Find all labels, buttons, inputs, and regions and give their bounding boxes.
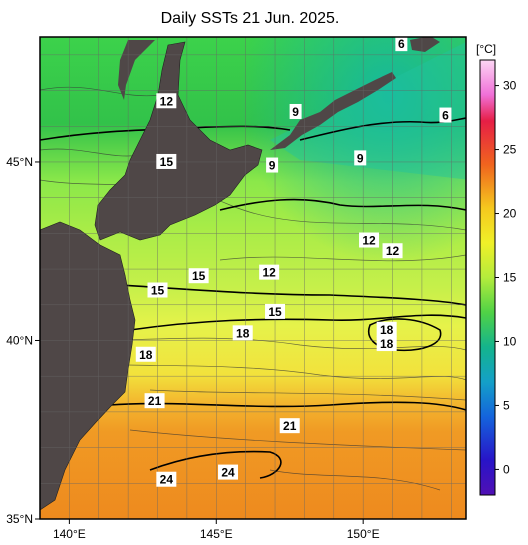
- contour-label: 12: [262, 266, 276, 280]
- kuril-cold-band: [270, 42, 466, 180]
- contour-label-box: [266, 157, 279, 173]
- contour-label-box: [232, 325, 253, 341]
- contour-label-box: [395, 36, 408, 52]
- contour-label-box: [188, 268, 209, 284]
- colorbar-tick-label: 0: [503, 462, 510, 476]
- contour-label: 9: [269, 159, 276, 173]
- bold-contours: [40, 117, 466, 479]
- contour-label: 6: [398, 37, 405, 51]
- contour-label: 12: [160, 94, 174, 108]
- contour-label-box: [376, 321, 397, 337]
- map-frame: [39, 36, 467, 520]
- lon-tick-label: 150°E: [347, 527, 380, 541]
- contour-label-box: [144, 393, 165, 409]
- map-title: Daily SSTs 21 Jun. 2025.: [160, 10, 340, 27]
- contour-label-box: [259, 264, 280, 280]
- contour-label: 12: [362, 234, 376, 248]
- contour-label: 12: [386, 244, 400, 258]
- contour-label: 24: [221, 466, 235, 480]
- contour-label: 18: [380, 323, 394, 337]
- colorbar: [°C] 30 25 20 15 10 5 0: [476, 42, 517, 496]
- contour-label-box: [156, 153, 177, 169]
- contour-label: 18: [139, 348, 153, 362]
- contour-label-box: [265, 303, 286, 319]
- colorbar-ticks: 30 25 20 15 10 5 0: [495, 79, 517, 476]
- colorbar-tick-label: 30: [503, 79, 517, 93]
- contour-label-box: [376, 336, 397, 352]
- hokkaido-land: [94, 41, 263, 241]
- contour-label: 21: [148, 394, 162, 408]
- axis-ticks: 140°E 145°E 150°E 45°N 40°N 35°N: [6, 155, 379, 541]
- contour-label: 6: [442, 109, 449, 123]
- contour-label-box: [218, 464, 239, 480]
- contour-label: 21: [283, 419, 297, 433]
- lat-tick-label: 45°N: [6, 155, 33, 169]
- contour-label-box: [135, 346, 156, 362]
- contour-label-box: [359, 232, 380, 248]
- colorbar-tick-label: 20: [503, 207, 517, 221]
- contour-label: 15: [160, 155, 174, 169]
- contour-label-box: [289, 103, 302, 119]
- contour-label-box: [354, 150, 367, 166]
- contour-label: 9: [292, 105, 299, 119]
- contour-label: 24: [160, 473, 174, 487]
- kuril-islands: [270, 72, 396, 150]
- colorbar-unit: [°C]: [476, 42, 496, 56]
- honshu-land: [40, 221, 136, 511]
- contour-label: 18: [236, 326, 250, 340]
- lat-tick-label: 35°N: [6, 512, 33, 526]
- colorbar-gradient: [479, 59, 496, 496]
- contour-label-box: [279, 418, 300, 434]
- colorbar-tick-label: 25: [503, 143, 517, 157]
- contour-label-box: [156, 93, 177, 109]
- contour-label-box: [439, 107, 452, 123]
- colorbar-tick-label: 10: [503, 334, 517, 348]
- contour-label: 9: [357, 151, 364, 165]
- lon-tick-label: 145°E: [200, 527, 233, 541]
- colorbar-tick-label: 5: [503, 398, 510, 412]
- lon-tick-label: 140°E: [53, 527, 86, 541]
- contour-label: 15: [151, 283, 165, 297]
- colorbar-tick-label: 15: [503, 271, 517, 285]
- contour-label-box: [156, 471, 177, 487]
- contour-label-box: [382, 243, 403, 259]
- contour-label: 18: [380, 337, 394, 351]
- contour-label-box: [147, 282, 168, 298]
- kuril-islands-north: [410, 37, 440, 52]
- contour-label: 15: [192, 269, 206, 283]
- lat-tick-label: 40°N: [6, 333, 33, 347]
- contour-label: 15: [268, 305, 282, 319]
